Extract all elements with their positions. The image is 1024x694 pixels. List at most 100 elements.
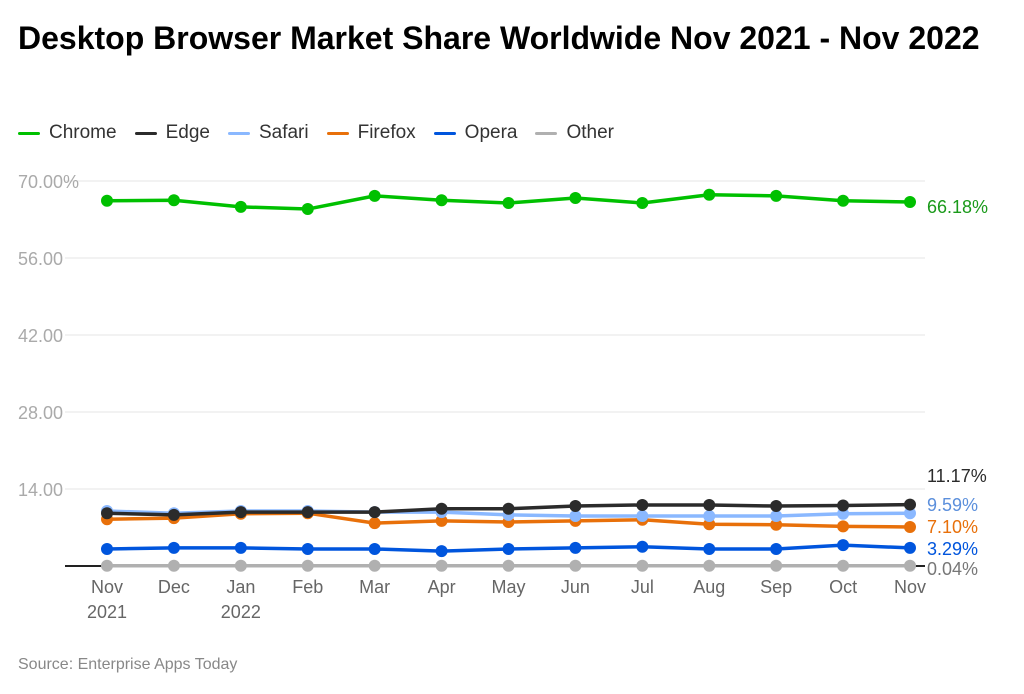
data-point-edge <box>101 507 113 520</box>
legend-item-firefox: Firefox <box>326 122 416 144</box>
data-point-chrome <box>569 192 582 205</box>
data-point-chrome <box>770 189 783 202</box>
legend-label: Opera <box>464 122 518 143</box>
data-point-opera <box>569 541 582 554</box>
data-point-other <box>837 559 850 572</box>
data-point-safari <box>569 509 582 522</box>
data-point-opera <box>234 541 247 554</box>
data-point-firefox <box>435 514 448 527</box>
data-point-opera <box>703 542 716 555</box>
legend-swatch <box>433 131 456 135</box>
x-tick-label: Nov <box>91 577 123 597</box>
end-label-other: 0.04% <box>927 559 978 579</box>
data-point-opera <box>904 541 916 554</box>
data-point-other <box>167 559 180 572</box>
y-tick-label: 56.00 <box>18 249 63 269</box>
data-point-other <box>101 559 113 572</box>
data-point-chrome <box>368 189 381 202</box>
data-point-chrome <box>234 200 247 213</box>
data-point-firefox <box>368 517 381 530</box>
data-point-other <box>435 559 448 572</box>
legend-label: Safari <box>258 122 309 143</box>
data-point-opera <box>502 542 515 555</box>
data-point-chrome <box>636 197 649 209</box>
x-tick-label: Jul <box>631 577 654 597</box>
legend: Chrome Edge Safari Firefox Opera Other <box>18 122 632 144</box>
x-tick-label: Sep <box>760 577 792 597</box>
data-point-edge <box>301 506 314 519</box>
x-tick-label: Jun <box>561 577 590 597</box>
data-point-firefox <box>904 520 916 533</box>
data-point-chrome <box>167 194 180 207</box>
end-label-safari: 9.59% <box>927 495 978 515</box>
data-point-firefox <box>703 518 716 531</box>
data-point-chrome <box>703 188 716 201</box>
end-label-firefox: 7.10% <box>927 517 978 537</box>
end-label-edge: 11.17% <box>927 466 987 486</box>
data-point-other <box>904 559 916 572</box>
data-point-chrome <box>301 203 314 216</box>
data-point-opera <box>770 542 783 555</box>
data-point-edge <box>502 502 515 515</box>
data-point-edge <box>368 506 381 519</box>
data-point-opera <box>167 541 180 554</box>
x-tick-label: May <box>491 577 525 597</box>
legend-item-edge: Edge <box>134 122 210 144</box>
data-point-chrome <box>502 197 515 209</box>
data-point-other <box>636 559 649 572</box>
data-point-firefox <box>837 520 850 533</box>
data-point-other <box>770 559 783 572</box>
data-point-chrome <box>101 194 113 207</box>
data-point-opera <box>301 542 314 555</box>
data-point-edge <box>837 499 850 512</box>
source-note: Source: Enterprise Apps Today <box>18 656 238 673</box>
data-point-other <box>368 559 381 572</box>
legend-swatch <box>134 131 157 135</box>
data-point-edge <box>234 506 247 519</box>
data-point-safari <box>837 507 850 520</box>
data-point-firefox <box>770 518 783 531</box>
legend-label: Chrome <box>49 122 117 143</box>
y-tick-label: 70.00% <box>18 172 79 192</box>
data-point-safari <box>904 507 916 520</box>
y-tick-label: 14.00 <box>18 480 63 500</box>
x-tick-label: Mar <box>359 577 390 597</box>
legend-label: Edge <box>165 122 210 143</box>
y-tick-label: 42.00 <box>18 326 63 346</box>
legend-swatch <box>326 131 349 135</box>
end-label-chrome: 66.18% <box>927 197 988 217</box>
end-label-opera: 3.29% <box>927 539 978 559</box>
legend-item-opera: Opera <box>433 122 518 144</box>
legend-swatch <box>535 131 558 135</box>
data-point-edge <box>167 508 180 521</box>
data-point-safari <box>636 509 649 522</box>
data-point-other <box>301 559 314 572</box>
data-point-other <box>703 559 716 572</box>
legend-label: Firefox <box>357 122 416 143</box>
x-tick-label: 2022 <box>221 602 261 622</box>
data-point-safari <box>770 509 783 522</box>
data-point-edge <box>435 502 448 515</box>
legend-label: Other <box>566 122 615 143</box>
x-tick-label: Oct <box>829 577 857 597</box>
chart-title: Desktop Browser Market Share Worldwide N… <box>18 20 980 56</box>
data-point-chrome <box>435 194 448 207</box>
data-point-edge <box>569 500 582 513</box>
data-point-chrome <box>837 194 850 207</box>
x-tick-label: Aug <box>693 577 725 597</box>
data-point-edge <box>904 498 916 511</box>
x-tick-label: Apr <box>428 577 456 597</box>
data-point-edge <box>703 498 716 511</box>
data-point-opera <box>636 540 649 553</box>
data-point-edge <box>636 498 649 511</box>
data-point-other <box>569 559 582 572</box>
data-point-safari <box>703 509 716 522</box>
data-point-edge <box>770 500 783 513</box>
data-point-other <box>234 559 247 572</box>
legend-item-chrome: Chrome <box>18 122 117 144</box>
legend-swatch <box>18 131 40 135</box>
legend-item-other: Other <box>535 122 614 144</box>
y-tick-label: 28.00 <box>18 403 63 423</box>
x-tick-label: Jan <box>226 577 255 597</box>
